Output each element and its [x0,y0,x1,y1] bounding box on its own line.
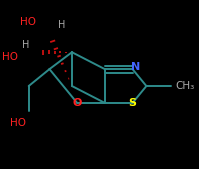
Text: H: H [58,20,65,30]
Text: O: O [72,98,82,108]
Text: HO: HO [2,52,18,62]
Text: CH₃: CH₃ [176,81,195,91]
Text: S: S [129,98,137,108]
Text: HO: HO [10,118,26,128]
Text: H: H [21,40,29,50]
Text: HO: HO [20,17,36,27]
Text: N: N [131,62,141,72]
